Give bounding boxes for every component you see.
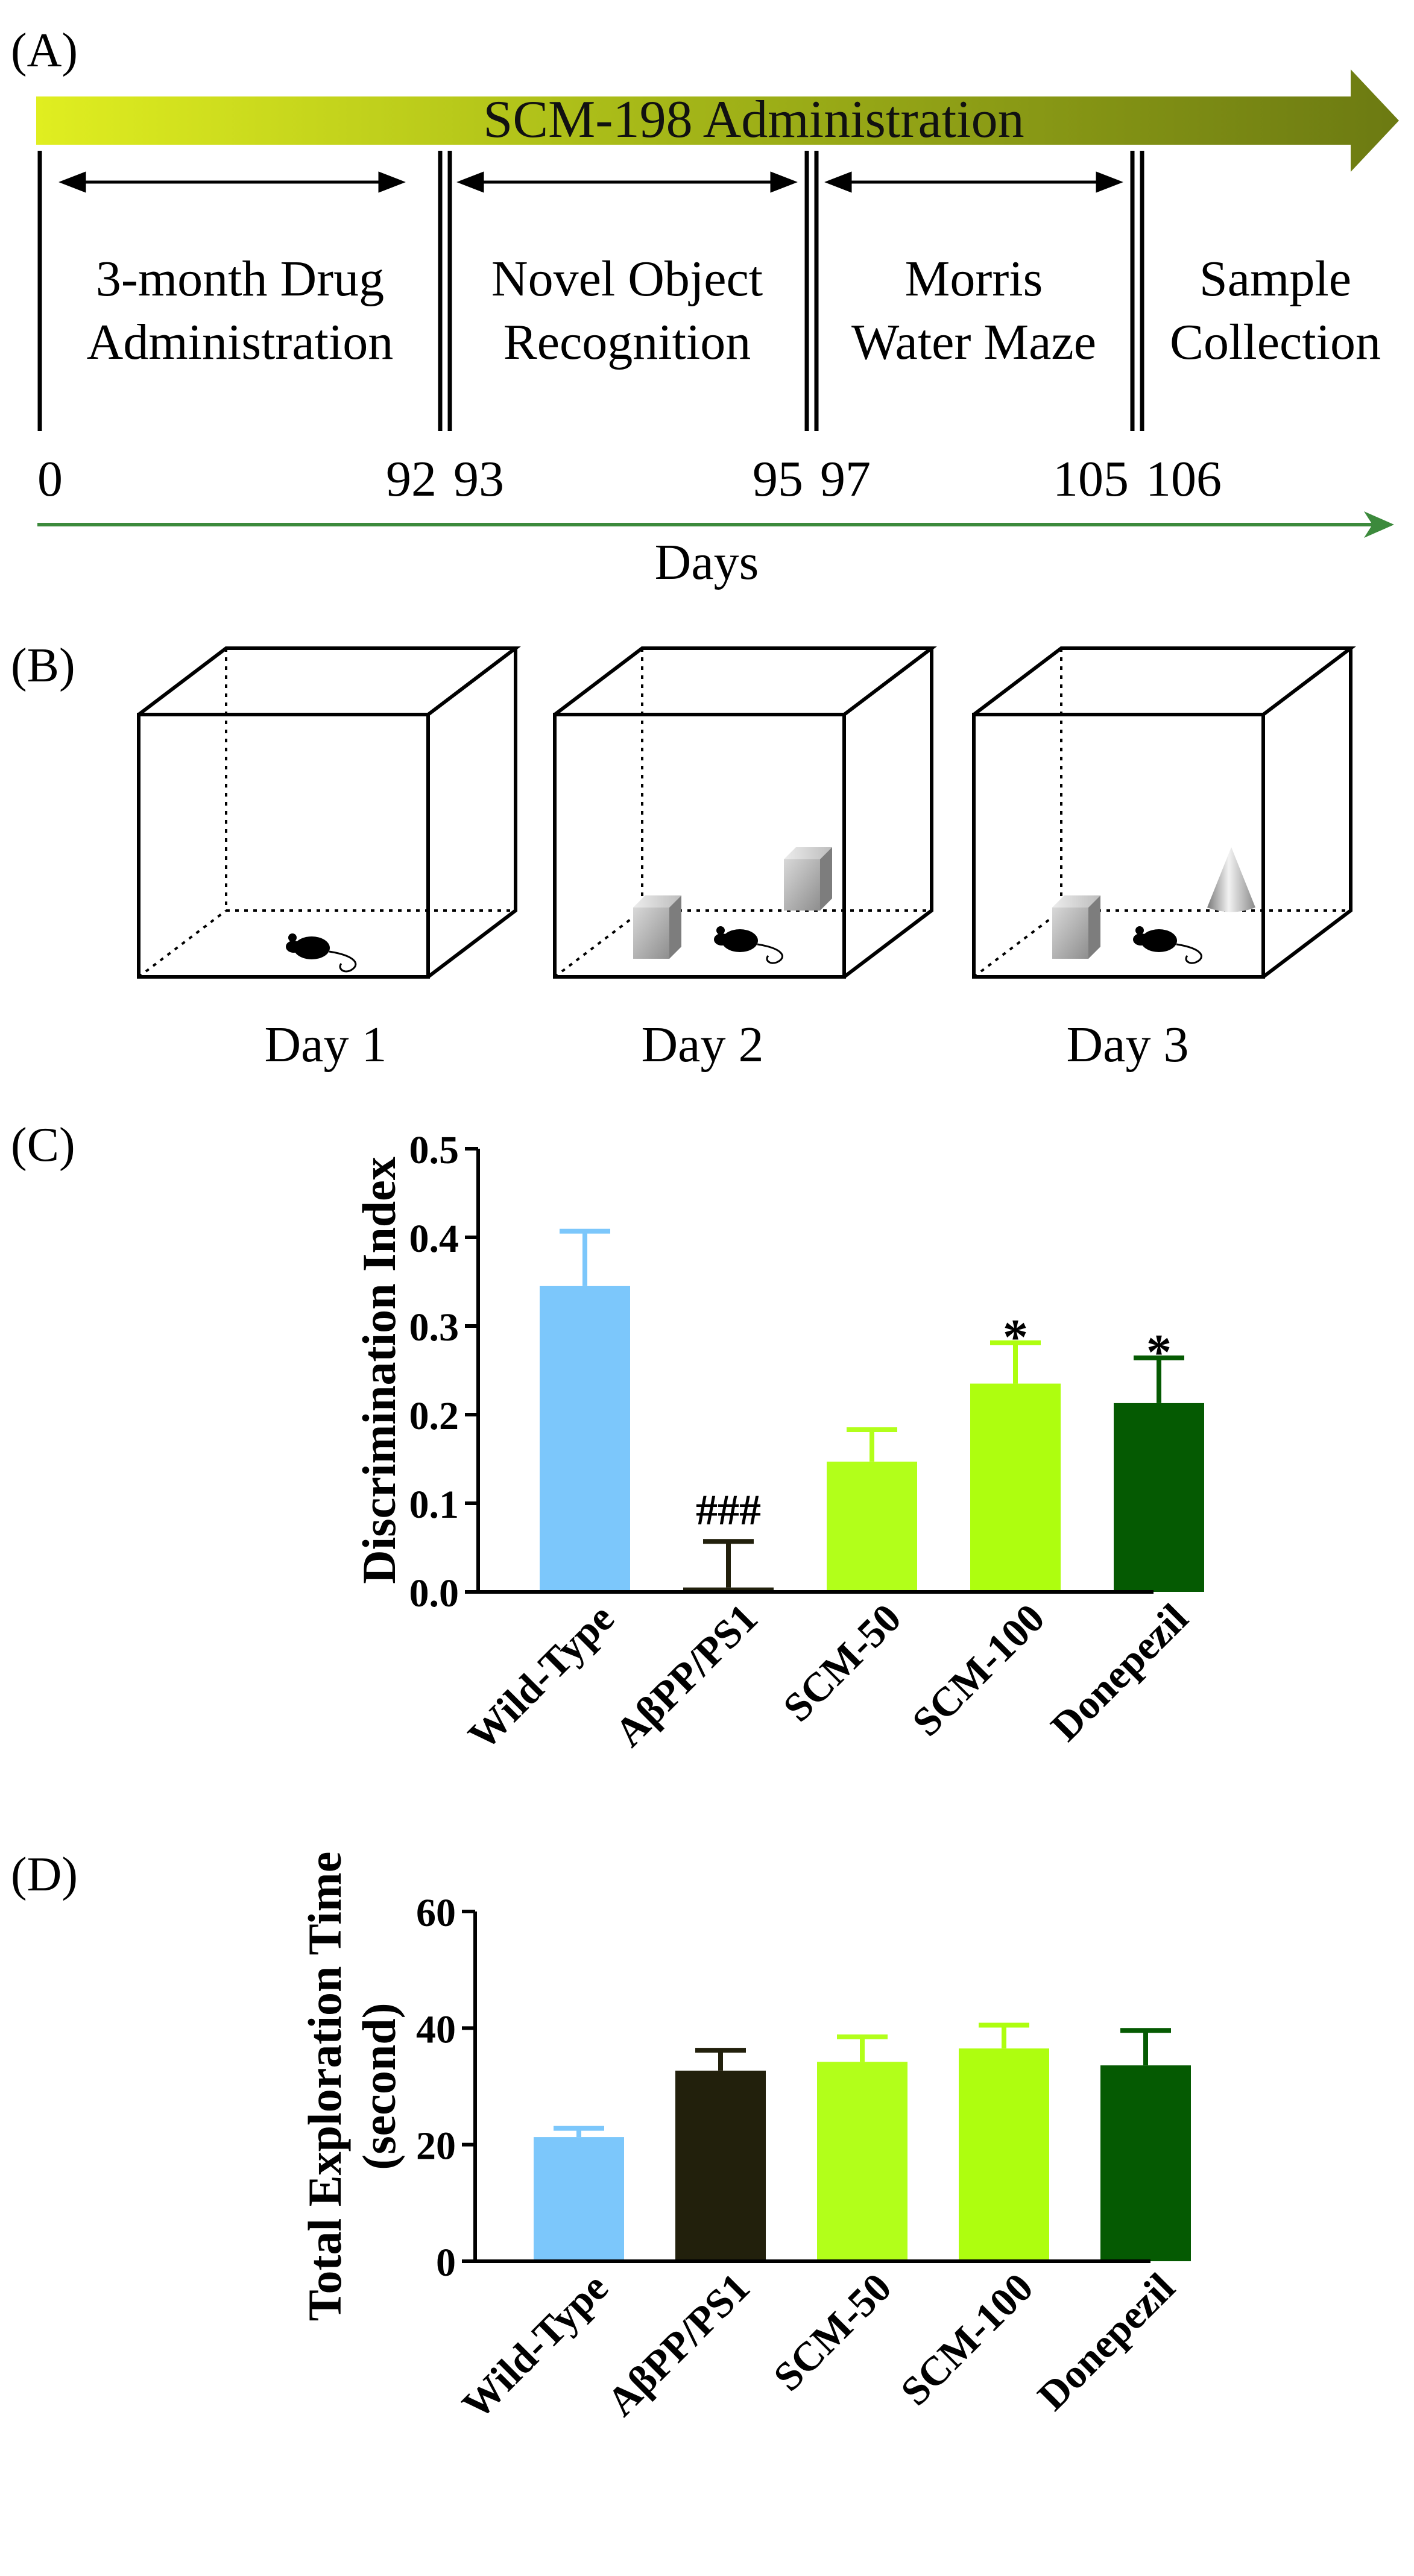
span-arrow-nor bbox=[456, 171, 798, 193]
day-3-caption: Day 3 bbox=[1067, 1017, 1189, 1073]
category-label: Wild-Type bbox=[453, 2264, 617, 2428]
day-tick-106: 106 bbox=[1146, 451, 1222, 507]
y-tick-label: 0 bbox=[436, 2241, 456, 2285]
day-tick-97: 97 bbox=[820, 451, 871, 507]
y-tick-label: 0.1 bbox=[409, 1483, 459, 1527]
familiar-object-cube-right bbox=[784, 847, 832, 911]
total-exploration-time-chart: 0 20 40 60 Total Exploration Time (second) Wil… bbox=[298, 1852, 1191, 2428]
span-arrow-drug bbox=[58, 171, 406, 193]
phase-label-2-line1: Novel Object bbox=[491, 251, 763, 307]
bar bbox=[540, 1286, 630, 1592]
y-tick-label: 0.5 bbox=[409, 1128, 459, 1172]
category-label: SCM-100 bbox=[892, 2264, 1042, 2414]
bar bbox=[959, 2048, 1049, 2261]
day-tick-92: 92 bbox=[386, 451, 437, 507]
phase-label-2-line2: Recognition bbox=[503, 314, 751, 370]
category-label: AβPP/PS1 bbox=[598, 2264, 759, 2425]
panel-a-label: (A) bbox=[11, 24, 78, 77]
day-tick-105: 105 bbox=[1053, 451, 1129, 507]
significance-label: ### bbox=[696, 1486, 761, 1534]
bar bbox=[827, 1461, 917, 1592]
day-2-caption: Day 2 bbox=[642, 1017, 764, 1073]
y-axis-label: Total Exploration Time bbox=[298, 1852, 351, 2322]
panel-b-nor-protocol: (B) Day 1 bbox=[11, 639, 1356, 1073]
y-tick-label: 20 bbox=[416, 2124, 456, 2168]
category-label: Donepezil bbox=[1029, 2264, 1184, 2419]
panel-b-label: (B) bbox=[11, 639, 75, 692]
span-arrow-mwm bbox=[824, 171, 1123, 193]
panel-a-timeline: (A) SCM-198 Administration 3-month Drug bbox=[11, 24, 1399, 590]
novel-object-cone bbox=[1207, 847, 1255, 912]
panel-d-exploration-chart: (D) 0 20 40 60 Total Exploration Time (second… bbox=[11, 1848, 1191, 2428]
days-axis-arrow bbox=[37, 511, 1394, 538]
category-label: AβPP/PS1 bbox=[606, 1595, 766, 1755]
mouse-icon bbox=[1133, 926, 1202, 964]
mouse-icon bbox=[286, 933, 357, 973]
administration-title: SCM-198 Administration bbox=[483, 90, 1024, 149]
significance-label: * bbox=[1146, 1324, 1172, 1380]
y-tick-label: 0.2 bbox=[409, 1394, 459, 1438]
y-tick-label: 60 bbox=[416, 1891, 456, 1935]
category-label: SCM-50 bbox=[774, 1595, 910, 1731]
y-tick-label: 0.3 bbox=[409, 1305, 459, 1350]
bar bbox=[1100, 2065, 1191, 2261]
significance-label: * bbox=[1003, 1309, 1028, 1365]
bar bbox=[817, 2062, 907, 2261]
category-label: Donepezil bbox=[1042, 1595, 1197, 1750]
bar bbox=[675, 2070, 766, 2261]
panel-d-label: (D) bbox=[11, 1848, 78, 1901]
arena-box-day-2 bbox=[553, 646, 937, 979]
category-label: SCM-100 bbox=[903, 1595, 1053, 1745]
mouse-icon bbox=[714, 926, 783, 964]
familiar-object-cube-left bbox=[633, 895, 681, 959]
phase-label-4-line2: Collection bbox=[1170, 314, 1381, 370]
phase-label-3-line1: Morris bbox=[905, 251, 1043, 307]
panel-c-label: (C) bbox=[11, 1119, 75, 1172]
phase-label-3-line2: Water Maze bbox=[851, 314, 1096, 370]
administration-arrow bbox=[36, 69, 1399, 172]
bar bbox=[970, 1383, 1061, 1592]
y-tick-label: 40 bbox=[416, 2007, 456, 2051]
bar bbox=[534, 2137, 624, 2261]
familiar-object-cube bbox=[1052, 895, 1100, 959]
day-tick-93: 93 bbox=[453, 451, 504, 507]
arena-box-day-3 bbox=[972, 646, 1356, 979]
y-tick-label: 0.0 bbox=[409, 1571, 459, 1615]
category-label: SCM-50 bbox=[765, 2264, 900, 2400]
y-axis-label: Discrimination Index bbox=[353, 1157, 405, 1584]
bar bbox=[683, 1587, 774, 1592]
day-tick-95: 95 bbox=[753, 451, 803, 507]
category-label: Wild-Type bbox=[459, 1595, 623, 1758]
y-axis-label-unit: (second) bbox=[353, 2003, 405, 2170]
y-tick-label: 0.4 bbox=[409, 1217, 459, 1261]
day-tick-0: 0 bbox=[37, 451, 63, 507]
phase-label-4-line1: Sample bbox=[1199, 251, 1351, 307]
day-1-caption: Day 1 bbox=[265, 1017, 387, 1073]
phase-label-1-line2: Administration bbox=[87, 314, 394, 370]
days-axis-label: Days bbox=[655, 534, 759, 590]
bar bbox=[1114, 1403, 1204, 1592]
phase-label-1-line1: 3-month Drug bbox=[96, 251, 384, 307]
arena-box-day-1 bbox=[137, 646, 521, 979]
